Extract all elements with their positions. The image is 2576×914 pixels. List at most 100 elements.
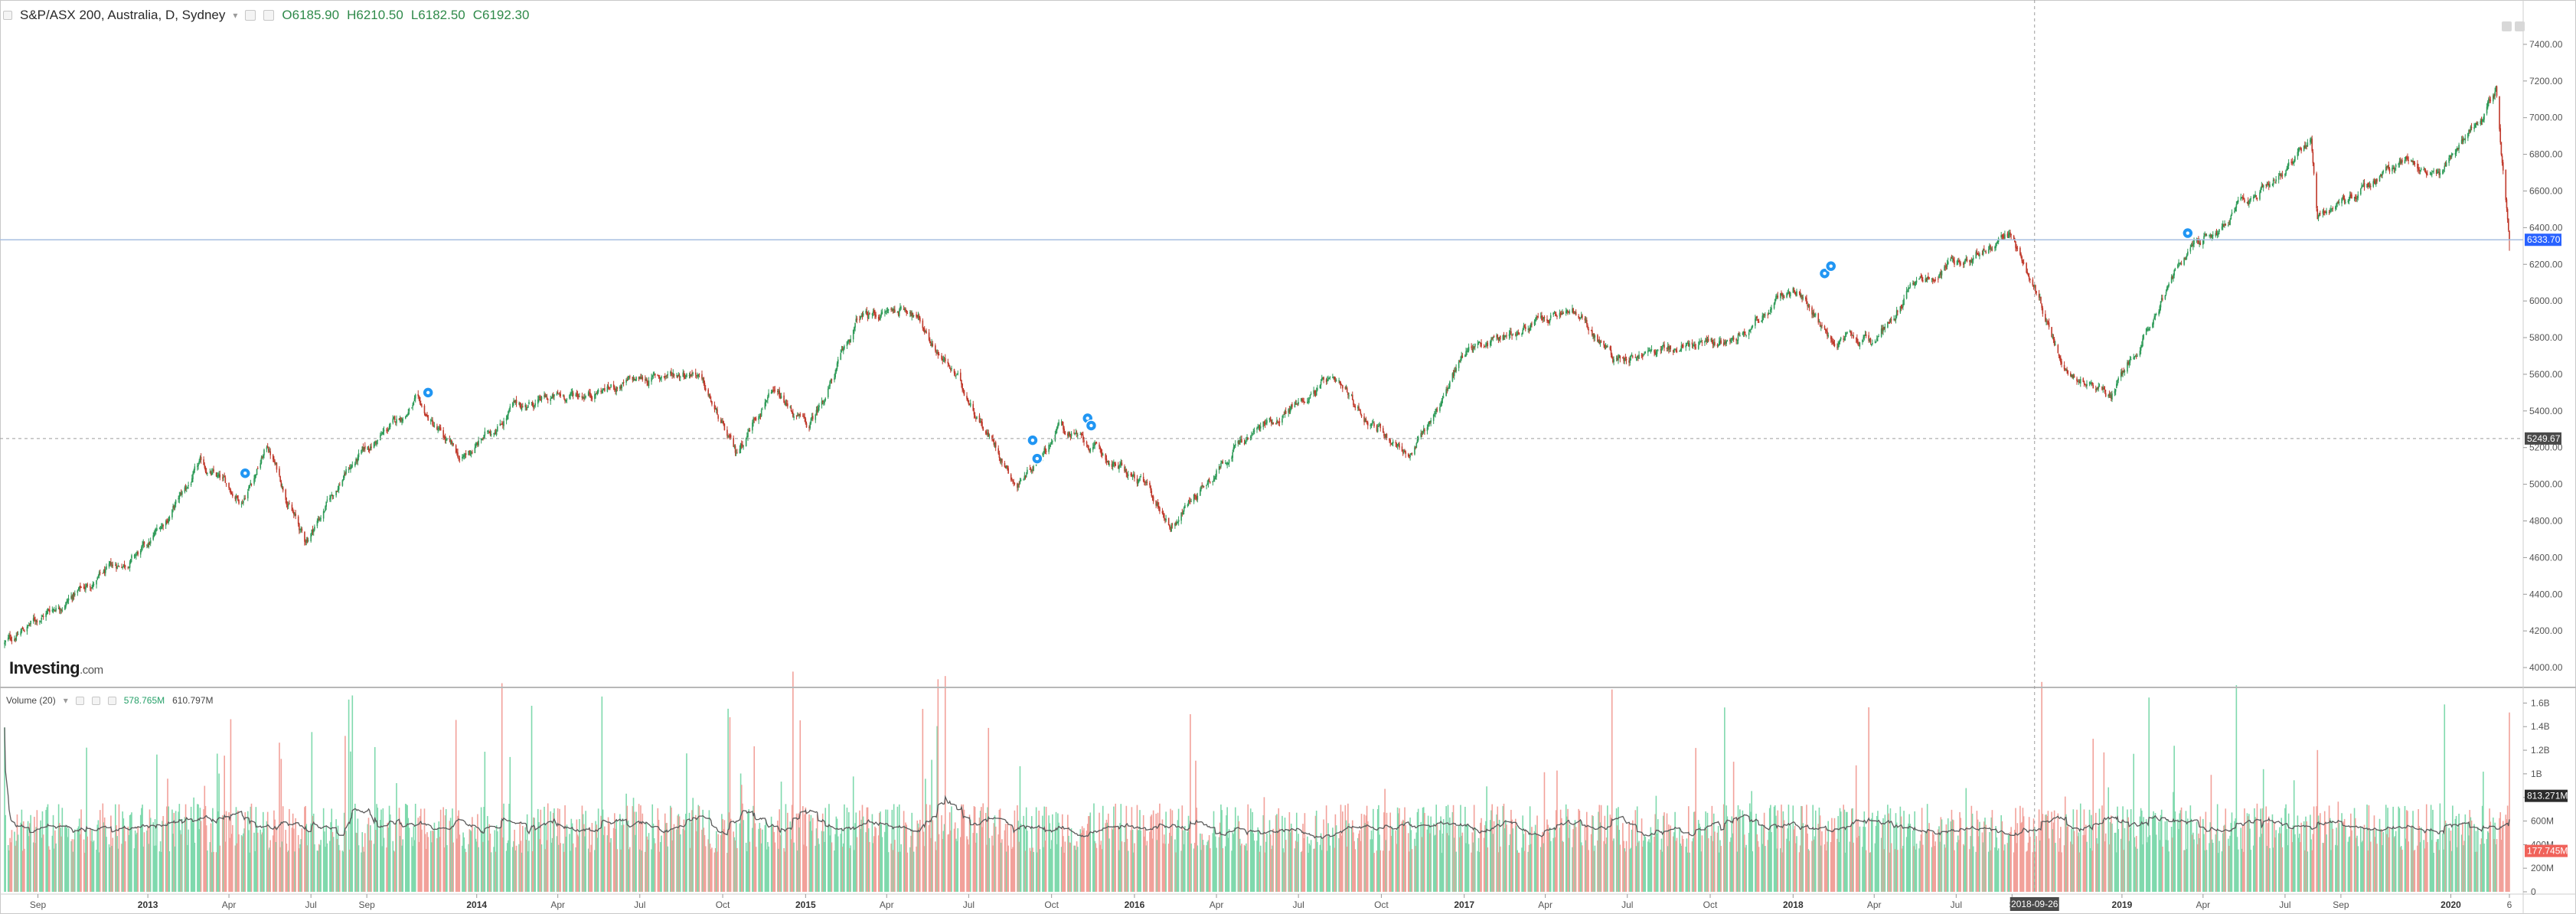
candle-body <box>1951 257 1953 259</box>
volume-bar <box>1284 818 1286 892</box>
volume-bar <box>1130 830 1132 892</box>
candle-body <box>1019 480 1021 484</box>
candle-body <box>1011 478 1013 480</box>
candle-body <box>1283 413 1285 415</box>
volume-bar <box>197 804 198 892</box>
candle-body <box>1882 328 1884 332</box>
candle-body <box>779 390 781 397</box>
candle-body <box>2392 168 2393 171</box>
candle-body <box>1674 348 1676 350</box>
candle-body <box>2464 138 2467 141</box>
candle-body <box>1297 403 1298 405</box>
candle-body <box>1290 405 1292 410</box>
candle-body <box>158 528 161 530</box>
candle-body <box>587 392 589 396</box>
volume-bar <box>291 827 293 892</box>
candle-body <box>1139 478 1141 481</box>
candle-body <box>307 540 309 541</box>
candle-body <box>1445 389 1447 397</box>
candle-body <box>1592 333 1594 335</box>
candle-body <box>1527 328 1530 330</box>
volume-bar <box>727 708 729 892</box>
candle-body <box>1843 338 1846 340</box>
candle-body <box>1134 474 1135 478</box>
candle-body <box>689 374 691 377</box>
candle-body <box>1328 377 1330 379</box>
candle-body <box>1020 479 1022 481</box>
volume-bar <box>306 845 309 892</box>
volume-bar <box>766 849 768 892</box>
volume-bar <box>449 821 451 892</box>
candle-body <box>547 399 549 400</box>
candle-body <box>1142 476 1144 481</box>
volume-bar <box>1202 840 1204 892</box>
volume-bar <box>1074 845 1076 892</box>
volume-bar <box>1131 807 1133 892</box>
candle-body <box>717 415 719 419</box>
candle-body <box>1404 451 1406 452</box>
candle-body <box>1694 344 1696 348</box>
candle-body <box>238 499 240 504</box>
volume-bar <box>1180 850 1182 892</box>
candle-body <box>2002 234 2004 238</box>
volume-bar <box>627 820 629 892</box>
volume-bar <box>545 823 547 892</box>
volume-bar <box>809 821 811 892</box>
candle-body <box>10 637 12 640</box>
volume-bar <box>602 809 604 892</box>
candle-body <box>1548 321 1550 323</box>
candle-body <box>272 455 274 460</box>
candle-body <box>2064 368 2066 370</box>
candle-body <box>1786 293 1788 298</box>
candle-body <box>1251 435 1252 436</box>
candle-body <box>1424 429 1425 432</box>
volume-bar <box>263 827 265 892</box>
volume-bar <box>704 834 706 892</box>
candle-body <box>1483 346 1485 348</box>
candle-body <box>1320 381 1322 386</box>
candle-body <box>2006 233 2009 237</box>
candle-body <box>2192 243 2194 246</box>
candle-body <box>1182 512 1184 514</box>
candle-body <box>919 317 921 322</box>
candle-body <box>2486 106 2488 114</box>
candle-body <box>2342 197 2344 198</box>
volume-bar <box>696 831 697 892</box>
candle-body <box>735 453 737 455</box>
candle-body <box>1161 511 1164 514</box>
candle-body <box>1976 251 1978 255</box>
volume-bar <box>495 825 498 892</box>
volume-bar <box>262 811 264 892</box>
candle-body <box>1877 337 1879 338</box>
candle-body <box>1220 463 1222 467</box>
volume-bar <box>501 683 503 892</box>
candle-body <box>704 388 707 390</box>
candle-body <box>1543 317 1545 319</box>
candle-body <box>1222 462 1224 464</box>
volume-bar <box>1213 830 1216 892</box>
volume-bar <box>835 816 837 892</box>
candle-body <box>200 456 202 460</box>
volume-bar <box>865 832 867 892</box>
candle-body <box>1712 341 1715 346</box>
candle-body <box>525 405 527 407</box>
candle-body <box>558 393 560 395</box>
candle-body <box>2223 224 2225 226</box>
candle-body <box>408 408 410 412</box>
volume-bar <box>381 846 383 892</box>
candle-body <box>1024 475 1026 479</box>
candle-body <box>2455 149 2457 154</box>
candle-body <box>938 354 940 356</box>
volume-bar <box>886 824 888 892</box>
candle-body <box>1207 479 1210 484</box>
candle-body <box>2104 390 2106 393</box>
candle-body <box>2083 380 2085 384</box>
volume-bar <box>168 806 170 892</box>
candle-body <box>2332 207 2334 209</box>
candle-body <box>906 313 909 315</box>
candle-body <box>2127 362 2128 372</box>
candle-body <box>1644 351 1647 354</box>
candle-body <box>2399 160 2401 163</box>
candle-body <box>2039 297 2041 299</box>
volume-bar <box>188 829 189 892</box>
